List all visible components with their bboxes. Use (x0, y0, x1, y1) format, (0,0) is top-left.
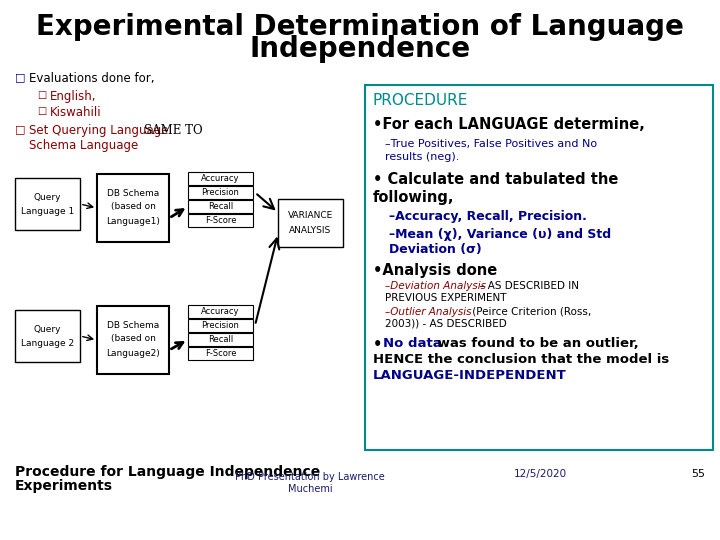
Text: Accuracy: Accuracy (202, 174, 240, 183)
Bar (365, 85, 713, 450)
Text: Language2): Language2) (106, 349, 160, 358)
Text: 55: 55 (691, 469, 705, 479)
Text: Experimental Determination of Language: Experimental Determination of Language (36, 13, 684, 41)
Text: Recall: Recall (208, 335, 233, 344)
Text: Experiments: Experiments (15, 479, 113, 493)
Bar (278, 199, 343, 247)
Text: •Analysis done: •Analysis done (373, 263, 498, 278)
Text: Query: Query (34, 325, 61, 334)
Text: English,: English, (50, 90, 96, 103)
Text: Precision: Precision (202, 188, 240, 197)
Text: Language 2: Language 2 (21, 339, 74, 348)
Text: PREVIOUS EXPERIMENT: PREVIOUS EXPERIMENT (385, 293, 506, 303)
Text: – AS DESCRIBED IN: – AS DESCRIBED IN (476, 281, 579, 291)
Text: • Calculate and tabulated the: • Calculate and tabulated the (373, 172, 618, 187)
Text: was found to be an outlier,: was found to be an outlier, (433, 337, 639, 350)
Bar (188, 172, 253, 185)
Text: PhD Presentation by Lawrence
Muchemi: PhD Presentation by Lawrence Muchemi (235, 472, 385, 495)
Text: •: • (373, 337, 382, 352)
Text: –True Positives, False Positives and No: –True Positives, False Positives and No (385, 139, 597, 149)
Text: ANALYSIS: ANALYSIS (289, 226, 332, 235)
Text: Recall: Recall (208, 202, 233, 211)
Text: Set Querying Language: Set Querying Language (29, 124, 168, 137)
Bar (188, 200, 253, 213)
Text: Kiswahili: Kiswahili (50, 106, 102, 119)
Text: DB Schema: DB Schema (107, 321, 159, 329)
Text: Precision: Precision (202, 321, 240, 330)
Text: –Accuracy, Recall, Precision.: –Accuracy, Recall, Precision. (389, 210, 587, 223)
Text: 12/5/2020: 12/5/2020 (513, 469, 567, 479)
Bar (188, 214, 253, 227)
Text: Language1): Language1) (106, 217, 160, 226)
Text: PROCEDURE: PROCEDURE (373, 93, 469, 108)
Bar (188, 305, 253, 318)
Bar (188, 319, 253, 332)
Text: –Mean (χ), Variance (υ) and Std: –Mean (χ), Variance (υ) and Std (389, 228, 611, 241)
Text: •For each LANGUAGE determine,: •For each LANGUAGE determine, (373, 117, 645, 132)
Text: Independence: Independence (249, 35, 471, 63)
Bar (97, 174, 169, 242)
Text: F-Score: F-Score (204, 349, 236, 358)
Text: (based on: (based on (111, 202, 156, 211)
Text: (Peirce Criterion (Ross,: (Peirce Criterion (Ross, (469, 307, 591, 317)
Bar (188, 333, 253, 346)
Text: SAME TO: SAME TO (144, 124, 202, 137)
Text: Language 1: Language 1 (21, 207, 74, 217)
Text: □: □ (37, 106, 46, 116)
Text: Procedure for Language Independence: Procedure for Language Independence (15, 465, 320, 479)
Text: VARIANCE: VARIANCE (288, 211, 333, 220)
Text: HENCE the conclusion that the model is: HENCE the conclusion that the model is (373, 353, 670, 366)
Text: –Deviation Analysis: –Deviation Analysis (385, 281, 486, 291)
Text: Schema Language: Schema Language (29, 139, 138, 152)
Text: (based on: (based on (111, 334, 156, 343)
Bar (15, 178, 80, 230)
Text: F-Score: F-Score (204, 216, 236, 225)
Text: Query: Query (34, 193, 61, 202)
Text: LANGUAGE-INDEPENDENT: LANGUAGE-INDEPENDENT (373, 369, 567, 382)
Text: □: □ (15, 124, 25, 134)
Text: –Outlier Analysis: –Outlier Analysis (385, 307, 472, 317)
Text: □: □ (37, 90, 46, 100)
Text: DB Schema: DB Schema (107, 188, 159, 198)
Text: 2003)) - AS DESCRIBED: 2003)) - AS DESCRIBED (385, 319, 507, 329)
Text: □: □ (15, 72, 25, 82)
Text: Deviation (σ): Deviation (σ) (389, 243, 482, 256)
Text: results (neg).: results (neg). (385, 152, 459, 162)
Bar (15, 310, 80, 362)
Text: Accuracy: Accuracy (202, 307, 240, 316)
Text: following,: following, (373, 190, 454, 205)
Text: No data: No data (383, 337, 442, 350)
Bar (97, 306, 169, 374)
Bar (188, 347, 253, 360)
Text: Evaluations done for,: Evaluations done for, (29, 72, 155, 85)
Bar (188, 186, 253, 199)
